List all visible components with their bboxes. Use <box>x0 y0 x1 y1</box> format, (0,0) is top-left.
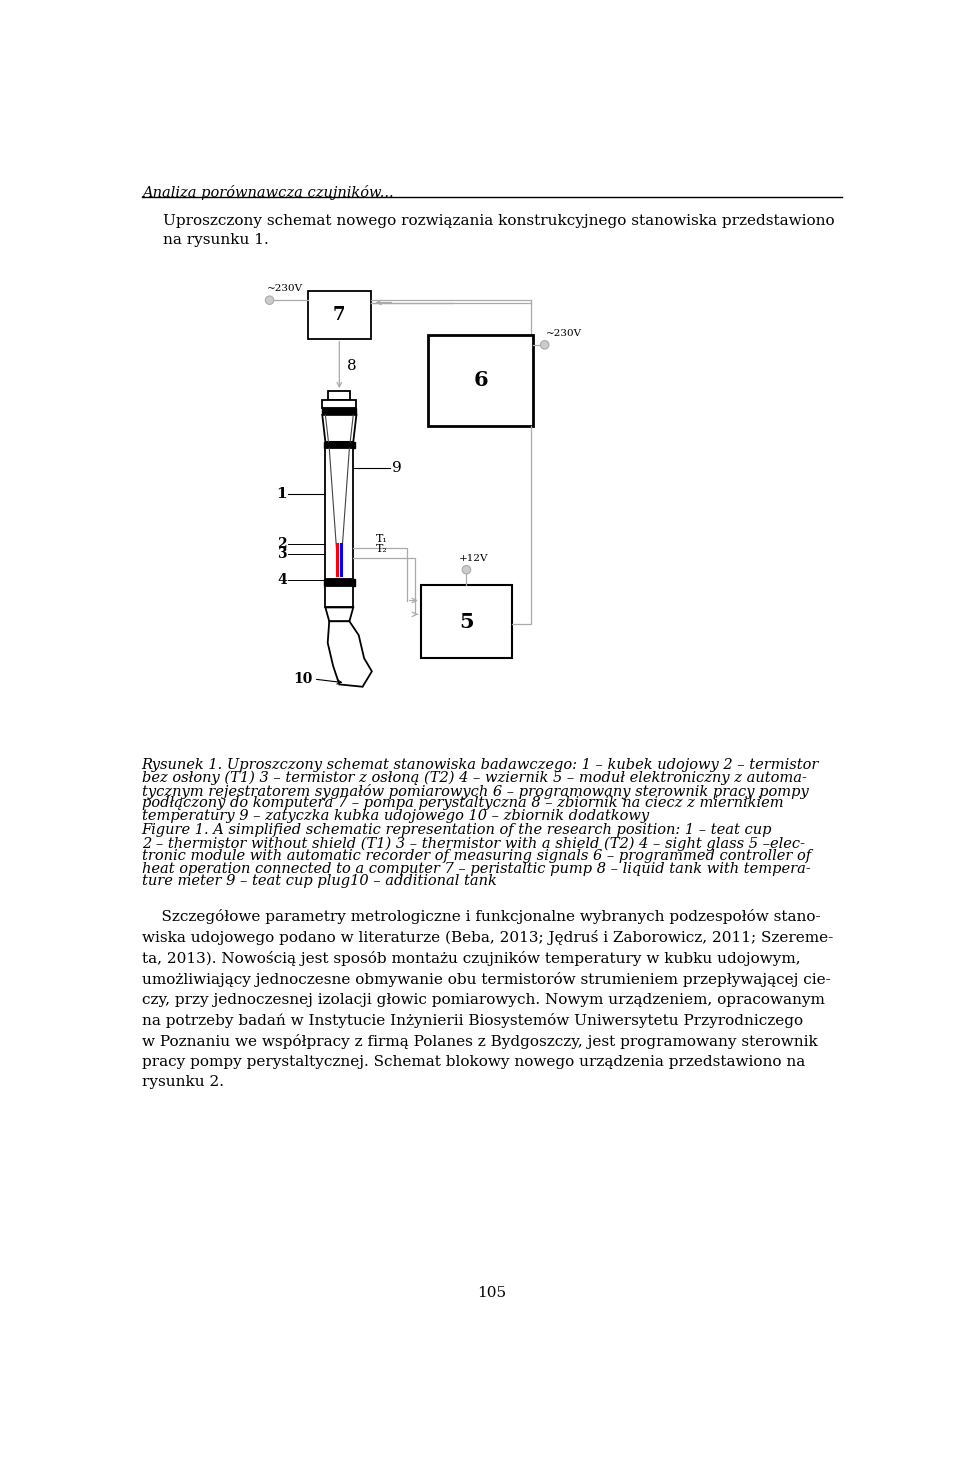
Text: bez osłony (T1) 3 – termistor z osłoną (T2) 4 – wziernik 5 – moduł elektroniczny: bez osłony (T1) 3 – termistor z osłoną (… <box>142 771 806 786</box>
Polygon shape <box>325 608 353 621</box>
Bar <box>325 448 353 580</box>
Polygon shape <box>327 621 372 687</box>
Text: 10: 10 <box>293 673 312 686</box>
Text: ~230V: ~230V <box>546 329 583 338</box>
Text: Uproszczony schemat nowego rozwiązania konstrukcyjnego stanowiska przedstawiono
: Uproszczony schemat nowego rozwiązania k… <box>162 214 834 248</box>
Circle shape <box>462 565 470 574</box>
Text: Rysunek 1. Uproszczony schemat stanowiska badawczego: 1 – kubek udojowy 2 – term: Rysunek 1. Uproszczony schemat stanowisk… <box>142 758 819 773</box>
Bar <box>420 586 512 658</box>
Bar <box>324 442 355 448</box>
Text: ~230V: ~230V <box>267 285 303 294</box>
Text: 6: 6 <box>473 370 488 391</box>
Text: 4: 4 <box>276 574 287 587</box>
Text: +12V: +12V <box>459 553 489 563</box>
Bar <box>323 409 356 414</box>
Text: ture meter 9 – teat cup plug10 – additional tank: ture meter 9 – teat cup plug10 – additio… <box>142 875 496 888</box>
Text: T₂: T₂ <box>375 544 388 555</box>
Text: heat operation connected to a computer 7 – peristaltic pump 8 – liquid tank with: heat operation connected to a computer 7… <box>142 861 810 876</box>
Text: Szczegółowe parametry metrologiczne i funkcjonalne wybranych podzespołów stano-
: Szczegółowe parametry metrologiczne i fu… <box>142 909 833 1089</box>
Bar <box>324 580 355 586</box>
Text: Analiza porównawcza czujników...: Analiza porównawcza czujników... <box>142 184 394 199</box>
Bar <box>307 291 372 339</box>
Text: 2: 2 <box>277 537 287 552</box>
Bar <box>323 400 356 409</box>
Polygon shape <box>323 414 356 442</box>
Text: tycznym rejestratorem sygnałów pomiarowych 6 – programowany sterownik pracy pomp: tycznym rejestratorem sygnałów pomiarowy… <box>142 783 808 799</box>
Circle shape <box>540 341 549 350</box>
Bar <box>428 335 533 426</box>
Text: tronic module with automatic recorder of measuring signals 6 – programmed contro: tronic module with automatic recorder of… <box>142 848 811 863</box>
Text: 8: 8 <box>348 358 357 373</box>
Bar <box>325 586 353 608</box>
Text: 3: 3 <box>277 547 287 560</box>
Text: podłączony do komputera 7 – pompa perystaltyczna 8 – zbiornik na ciecz z miernik: podłączony do komputera 7 – pompa peryst… <box>142 796 783 810</box>
Text: 2 – thermistor without shield (T1) 3 – thermistor with a shield (T2) 4 – sight g: 2 – thermistor without shield (T1) 3 – t… <box>142 836 804 851</box>
Text: temperatury 9 – zatyczka kubka udojowego 10 – zbiornik dodatkowy: temperatury 9 – zatyczka kubka udojowego… <box>142 810 649 823</box>
Text: 7: 7 <box>333 305 346 324</box>
Text: 5: 5 <box>459 612 473 631</box>
Text: T₁: T₁ <box>375 534 388 544</box>
Text: 105: 105 <box>477 1286 507 1299</box>
Text: Figure 1. A simplified schematic representation of the research position: 1 – te: Figure 1. A simplified schematic represe… <box>142 823 772 838</box>
Text: 9: 9 <box>392 460 402 475</box>
Circle shape <box>265 296 274 304</box>
Bar <box>328 391 350 400</box>
Text: 1: 1 <box>276 487 287 502</box>
